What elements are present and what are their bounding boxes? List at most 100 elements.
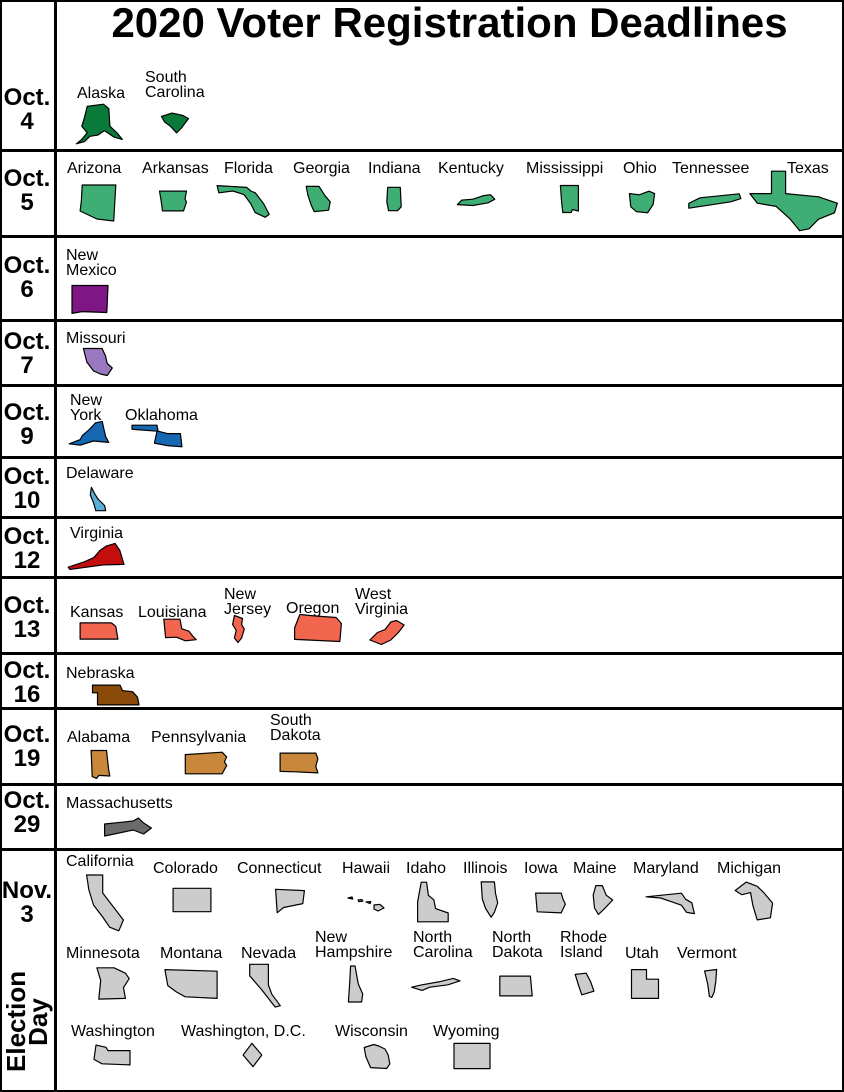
state-outline <box>243 1043 262 1066</box>
state-shape-illinois <box>479 880 501 918</box>
state-shape-delaware <box>87 486 109 512</box>
state-shape-rhode-island <box>573 972 595 996</box>
state-shape-arizona <box>78 183 120 223</box>
state-label-illinois: Illinois <box>463 860 508 877</box>
state-outline <box>295 615 342 642</box>
state-outline <box>536 893 566 913</box>
row-divider <box>0 783 844 786</box>
state-outline <box>160 191 187 211</box>
state-label-arkansas: Arkansas <box>142 160 209 177</box>
state-label-pennsylvania: Pennsylvania <box>151 729 247 746</box>
state-label-missouri: Missouri <box>66 330 126 347</box>
state-outline <box>348 897 384 911</box>
state-outline <box>276 889 305 912</box>
state-shape-wisconsin <box>361 1040 393 1070</box>
deadline-date: Oct. 9 <box>3 399 51 450</box>
state-shape-texas <box>748 168 842 232</box>
state-shape-washington-d-c <box>242 1042 264 1068</box>
deadline-date: Oct. 10 <box>3 463 51 514</box>
state-shape-washington <box>92 1044 132 1066</box>
state-label-new-hampshire: New Hampshire <box>315 929 393 961</box>
state-outline <box>280 753 318 773</box>
state-label-ohio: Ohio <box>623 160 657 177</box>
state-label-iowa: Iowa <box>524 860 558 877</box>
state-outline <box>105 818 152 836</box>
state-outline <box>233 616 245 643</box>
state-label-kansas: Kansas <box>70 604 124 621</box>
state-shape-colorado <box>171 887 213 913</box>
state-label-rhode-island: Rhode Island <box>560 929 608 961</box>
date-column-divider <box>54 0 57 1092</box>
state-shape-alaska <box>71 102 125 146</box>
state-outline <box>90 487 105 510</box>
state-label-florida: Florida <box>224 160 273 177</box>
state-shape-indiana <box>385 186 403 212</box>
state-shape-montana <box>162 968 220 1000</box>
row-divider <box>0 576 844 579</box>
state-shape-connecticut <box>274 888 306 914</box>
state-outline <box>217 186 269 218</box>
state-shape-new-jersey <box>229 614 247 644</box>
state-outline <box>173 888 211 911</box>
state-shape-oregon <box>292 613 344 643</box>
state-shape-hawaii <box>346 892 386 912</box>
deadline-date: Oct. 6 <box>3 252 51 303</box>
state-label-idaho: Idaho <box>406 860 447 877</box>
state-label-south-carolina: South Carolina <box>145 69 205 101</box>
state-outline <box>87 875 124 931</box>
state-label-arizona: Arizona <box>67 160 122 177</box>
row-divider <box>0 384 844 387</box>
state-shape-nevada <box>248 962 282 1008</box>
row-divider <box>0 235 844 238</box>
state-outline <box>306 186 330 211</box>
state-label-nevada: Nevada <box>241 945 297 962</box>
page-title: 2020 Voter Registration Deadlines <box>111 0 788 46</box>
row-divider <box>0 149 844 152</box>
state-shape-south-carolina <box>160 112 190 134</box>
state-label-maine: Maine <box>573 860 617 877</box>
deadline-date: Oct. 16 <box>3 657 51 708</box>
state-label-mississippi: Mississippi <box>526 160 604 177</box>
state-label-alaska: Alaska <box>77 85 126 102</box>
state-label-alabama: Alabama <box>67 729 131 746</box>
state-label-maryland: Maryland <box>633 860 699 877</box>
deadline-date: Oct. 12 <box>3 523 51 574</box>
state-shape-alabama <box>90 749 112 779</box>
state-outline <box>80 623 118 639</box>
deadline-date: Oct. 13 <box>3 592 51 643</box>
state-label-nebraska: Nebraska <box>66 665 135 682</box>
state-outline <box>164 619 196 641</box>
state-label-massachusetts: Massachusetts <box>66 795 173 812</box>
deadline-date: Oct. 19 <box>3 721 51 772</box>
state-outline <box>364 1045 390 1069</box>
state-outline <box>632 970 659 999</box>
state-shape-maine <box>588 884 614 916</box>
state-shape-pennsylvania <box>183 751 229 775</box>
state-label-indiana: Indiana <box>368 160 421 177</box>
state-outline <box>735 882 772 920</box>
state-label-virginia: Virginia <box>70 525 124 542</box>
state-outline <box>68 543 124 569</box>
state-shape-vermont <box>703 968 719 998</box>
deadline-date: Nov. 3 <box>1 877 53 928</box>
state-label-kentucky: Kentucky <box>438 160 504 177</box>
state-label-utah: Utah <box>625 945 659 962</box>
state-outline <box>418 882 449 922</box>
state-outline <box>72 286 108 314</box>
state-label-new-mexico: New Mexico <box>66 247 117 279</box>
state-shape-kansas <box>78 622 120 640</box>
state-outline <box>69 421 109 445</box>
election-day-label: Election Day <box>1 970 53 1072</box>
state-label-new-jersey: New Jersey <box>224 586 272 618</box>
state-outline <box>593 886 613 915</box>
state-outline <box>83 349 112 376</box>
state-shape-oklahoma <box>131 424 183 448</box>
state-label-new-york: New York <box>70 392 103 424</box>
state-label-georgia: Georgia <box>293 160 350 177</box>
state-shape-nebraska <box>90 684 140 706</box>
state-shape-north-carolina <box>409 976 461 992</box>
state-outline <box>560 186 578 213</box>
state-shape-kentucky <box>453 192 497 210</box>
state-outline <box>94 1045 130 1065</box>
